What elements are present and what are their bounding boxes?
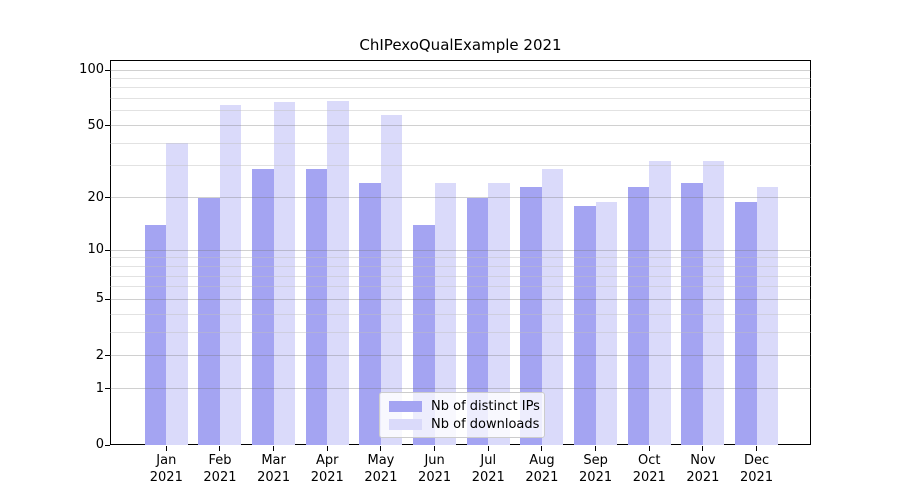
legend-item-nb-of-distinct-ips: Nb of distinct IPs bbox=[389, 399, 544, 414]
y-tick-label-100: 100 bbox=[79, 62, 104, 77]
y-tick-label-2: 2 bbox=[95, 347, 104, 363]
x-tick-mark-jul bbox=[487, 446, 489, 451]
bar-nb-of-downloads-jan bbox=[166, 143, 188, 445]
legend-swatch-nb-of-distinct-ips bbox=[389, 400, 422, 412]
minor-gridline-90 bbox=[110, 77, 811, 79]
minor-gridline-6 bbox=[110, 286, 811, 288]
y-tick-label-1: 1 bbox=[95, 380, 104, 396]
x-tick-label-apr: Apr 2021 bbox=[310, 453, 344, 485]
major-gridline-20 bbox=[110, 197, 811, 199]
major-gridline-2 bbox=[110, 355, 811, 357]
x-tick-label-mar: Mar 2021 bbox=[257, 453, 291, 485]
minor-gridline-60 bbox=[110, 110, 811, 112]
minor-gridline-40 bbox=[110, 142, 811, 144]
x-tick-mark-mar bbox=[273, 446, 275, 451]
legend-label-nb-of-distinct-ips: Nb of distinct IPs bbox=[431, 398, 540, 414]
bar-nb-of-downloads-mar bbox=[273, 102, 296, 445]
y-tick-label-5: 5 bbox=[95, 291, 104, 307]
x-tick-mark-apr bbox=[326, 446, 328, 451]
y-tick-mark-2 bbox=[105, 355, 110, 357]
bar-nb-of-downloads-jul bbox=[488, 183, 510, 445]
major-gridline-1 bbox=[110, 388, 811, 390]
y-tick-label-50: 50 bbox=[87, 117, 104, 133]
major-gridline-50 bbox=[110, 125, 811, 127]
bar-nb-of-distinct-ips-mar bbox=[252, 168, 274, 445]
legend: Nb of distinct IPs Nb of downloads bbox=[379, 392, 545, 438]
major-gridline-10 bbox=[110, 249, 811, 251]
x-tick-label-oct: Oct 2021 bbox=[632, 453, 666, 485]
bar-nb-of-downloads-aug bbox=[541, 168, 564, 445]
bar-nb-of-distinct-ips-apr bbox=[305, 168, 328, 445]
y-tick-mark-20 bbox=[105, 197, 110, 199]
x-tick-label-dec: Dec 2021 bbox=[740, 453, 774, 485]
bar-nb-of-downloads-may bbox=[380, 115, 403, 445]
legend-label-nb-of-downloads: Nb of downloads bbox=[431, 416, 540, 432]
minor-gridline-80 bbox=[110, 87, 811, 89]
bar-nb-of-downloads-oct bbox=[649, 160, 671, 445]
x-tick-label-nov: Nov 2021 bbox=[686, 453, 720, 485]
bar-nb-of-downloads-apr bbox=[327, 100, 349, 445]
x-tick-label-aug: Aug 2021 bbox=[525, 453, 559, 485]
y-tick-mark-10 bbox=[105, 249, 110, 251]
major-gridline-5 bbox=[110, 298, 811, 300]
x-tick-mark-sep bbox=[595, 446, 597, 451]
bar-nb-of-distinct-ips-jan bbox=[144, 224, 167, 445]
x-tick-mark-oct bbox=[648, 446, 650, 451]
y-tick-mark-50 bbox=[105, 125, 110, 127]
minor-gridline-9 bbox=[110, 257, 811, 259]
x-tick-mark-nov bbox=[702, 446, 704, 451]
minor-gridline-3 bbox=[110, 331, 811, 333]
major-gridline-100 bbox=[110, 69, 811, 71]
x-tick-label-jan: Jan 2021 bbox=[149, 453, 183, 485]
bar-nb-of-distinct-ips-nov bbox=[681, 183, 703, 445]
chart-title: ChIPexoQualExample 2021 bbox=[359, 36, 562, 54]
y-tick-mark-0 bbox=[105, 444, 110, 446]
x-tick-label-jul: Jul 2021 bbox=[471, 453, 505, 485]
y-tick-mark-100 bbox=[105, 69, 110, 71]
x-tick-label-sep: Sep 2021 bbox=[579, 453, 613, 485]
bar-nb-of-distinct-ips-dec bbox=[735, 201, 757, 445]
minor-gridline-4 bbox=[110, 313, 811, 315]
y-tick-label-10: 10 bbox=[87, 242, 104, 258]
bar-nb-of-distinct-ips-feb bbox=[198, 197, 220, 445]
legend-swatch-nb-of-downloads bbox=[389, 418, 422, 430]
x-tick-mark-jun bbox=[434, 446, 436, 451]
minor-gridline-8 bbox=[110, 265, 811, 267]
bar-nb-of-downloads-feb bbox=[219, 104, 242, 445]
bar-nb-of-distinct-ips-jun bbox=[413, 224, 435, 445]
bar-nb-of-distinct-ips-aug bbox=[520, 186, 542, 445]
x-tick-mark-jan bbox=[165, 446, 167, 451]
x-tick-label-jun: Jun 2021 bbox=[418, 453, 452, 485]
bar-nb-of-downloads-jun bbox=[434, 183, 457, 445]
legend-item-nb-of-downloads: Nb of downloads bbox=[389, 417, 544, 432]
y-tick-label-20: 20 bbox=[87, 189, 104, 205]
x-tick-mark-dec bbox=[756, 446, 758, 451]
x-tick-mark-may bbox=[380, 446, 382, 451]
bar-nb-of-downloads-sep bbox=[595, 201, 618, 445]
bar-nb-of-downloads-nov bbox=[702, 160, 725, 445]
x-tick-label-feb: Feb 2021 bbox=[203, 453, 237, 485]
x-tick-mark-feb bbox=[219, 446, 221, 451]
y-tick-mark-1 bbox=[105, 388, 110, 390]
bar-nb-of-distinct-ips-may bbox=[359, 183, 381, 445]
minor-gridline-30 bbox=[110, 165, 811, 167]
y-tick-label-0: 0 bbox=[95, 437, 104, 452]
bar-nb-of-distinct-ips-jul bbox=[466, 197, 489, 445]
bar-nb-of-distinct-ips-sep bbox=[574, 205, 596, 445]
minor-gridline-70 bbox=[110, 98, 811, 100]
x-tick-mark-aug bbox=[541, 446, 543, 451]
x-tick-label-may: May 2021 bbox=[364, 453, 398, 485]
y-tick-mark-5 bbox=[105, 298, 110, 300]
bar-nb-of-distinct-ips-oct bbox=[627, 186, 650, 445]
minor-gridline-7 bbox=[110, 275, 811, 277]
bar-nb-of-downloads-dec bbox=[756, 186, 779, 445]
